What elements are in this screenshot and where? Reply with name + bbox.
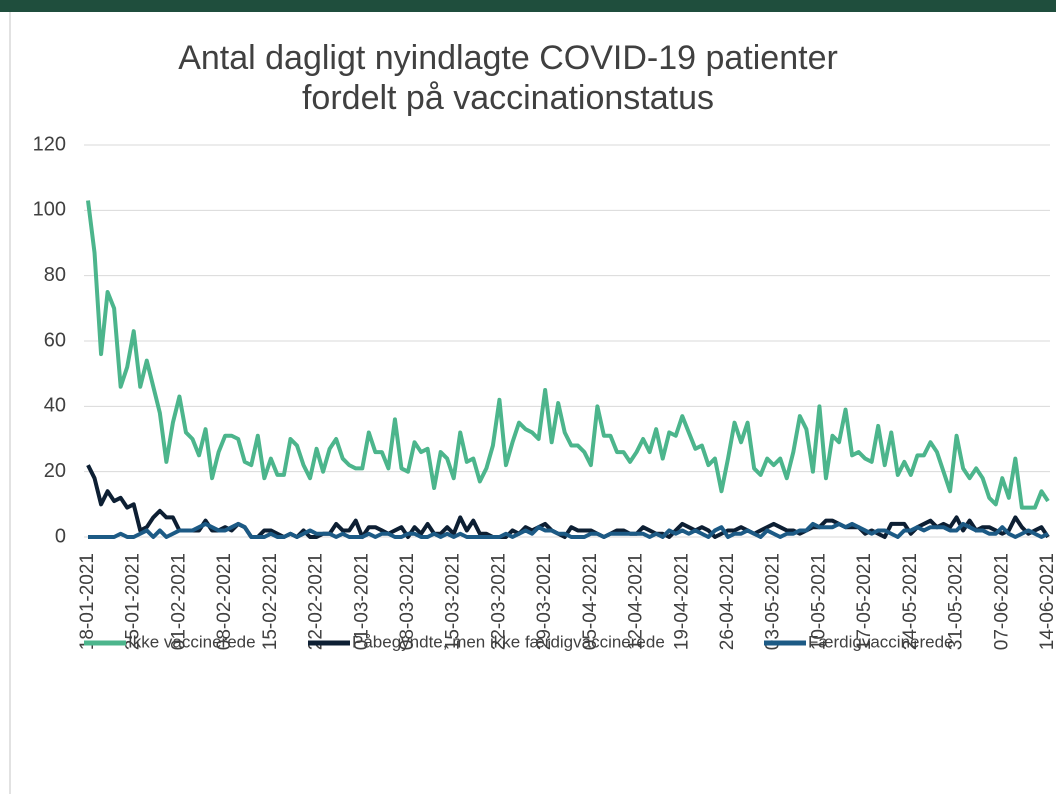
x-tick-label: 07-06-2021	[991, 553, 1012, 650]
chart-title: fordelt på vaccinationstatus	[302, 79, 714, 117]
x-tick-label: 22-03-2021	[488, 553, 509, 650]
x-tick-label: 01-02-2021	[168, 553, 189, 650]
y-tick-label: 60	[44, 329, 66, 351]
x-tick-label: 14-06-2021	[1037, 553, 1056, 650]
legend-label: Ikke vaccinerede	[128, 632, 256, 651]
x-tick-label: 29-03-2021	[534, 553, 555, 650]
x-tick-label: 15-02-2021	[260, 553, 281, 650]
x-tick-label: 08-03-2021	[397, 553, 418, 650]
y-tick-label: 0	[55, 525, 66, 547]
x-tick-label: 08-02-2021	[214, 553, 235, 650]
x-tick-label: 24-05-2021	[900, 553, 921, 650]
x-tick-label: 26-04-2021	[717, 553, 738, 650]
y-tick-label: 120	[33, 133, 66, 155]
x-tick-label: 15-03-2021	[443, 553, 464, 650]
x-tick-label: 31-05-2021	[946, 553, 967, 650]
x-tick-label: 10-05-2021	[808, 553, 829, 650]
y-tick-label: 100	[33, 199, 66, 221]
x-tick-label: 01-03-2021	[351, 553, 372, 650]
x-tick-label: 25-01-2021	[123, 553, 144, 650]
legend-label: Påbegyndte, men ikke færdigvaccinerede	[352, 632, 665, 651]
x-tick-label: 22-02-2021	[306, 553, 327, 650]
series-line	[88, 521, 1049, 539]
x-tick-label: 12-04-2021	[626, 553, 647, 650]
chart-title: Antal dagligt nyindlagte COVID-19 patien…	[178, 39, 838, 77]
x-tick-label: 03-05-2021	[763, 553, 784, 650]
x-tick-label: 05-04-2021	[580, 553, 601, 650]
y-tick-label: 20	[44, 460, 66, 482]
x-tick-label: 17-05-2021	[854, 553, 875, 650]
series-line	[86, 200, 1050, 510]
top-bar	[0, 0, 1056, 12]
x-tick-label: 19-04-2021	[671, 553, 692, 650]
y-tick-label: 80	[44, 264, 66, 286]
x-tick-label: 18-01-2021	[77, 553, 98, 650]
legend-label: Færdigvaccinerede	[808, 632, 954, 651]
y-tick-label: 40	[44, 395, 66, 417]
